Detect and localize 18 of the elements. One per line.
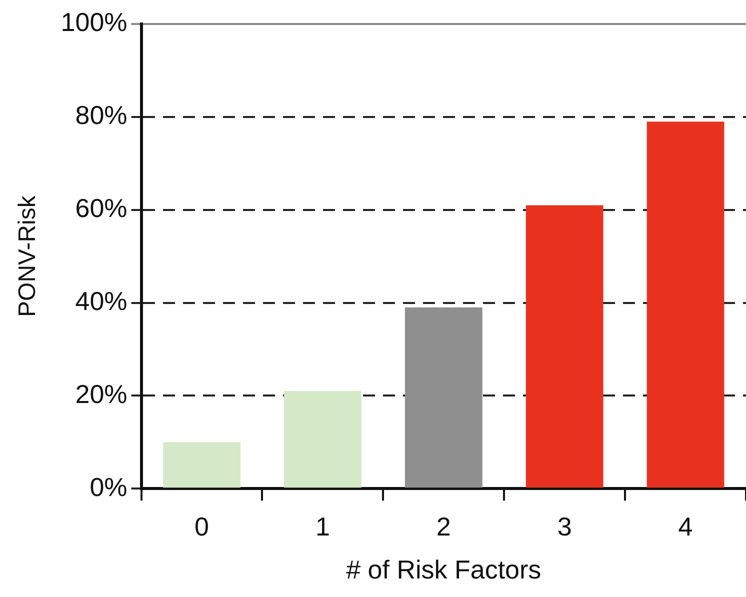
x-tick-label: 4	[678, 511, 693, 542]
y-tick-label: 60%	[75, 193, 128, 224]
bar	[404, 307, 482, 488]
y-tick-label: 0%	[90, 472, 128, 502]
y-tick-label: 100%	[60, 7, 128, 38]
x-tick-label: 1	[315, 511, 330, 542]
x-tick-label: 3	[557, 511, 572, 542]
bar	[646, 122, 724, 488]
bar	[284, 391, 362, 488]
x-tick-label: 0	[194, 511, 210, 542]
y-tick-label: 40%	[75, 286, 128, 316]
bar	[163, 442, 240, 488]
bar	[526, 205, 604, 488]
y-tick-label: 80%	[75, 100, 128, 130]
y-axis-title: PONV-Risk	[14, 194, 42, 317]
x-tick-label: 2	[436, 511, 451, 542]
x-axis-title: # of Risk Factors	[346, 554, 542, 585]
y-tick-label: 20%	[75, 378, 128, 409]
